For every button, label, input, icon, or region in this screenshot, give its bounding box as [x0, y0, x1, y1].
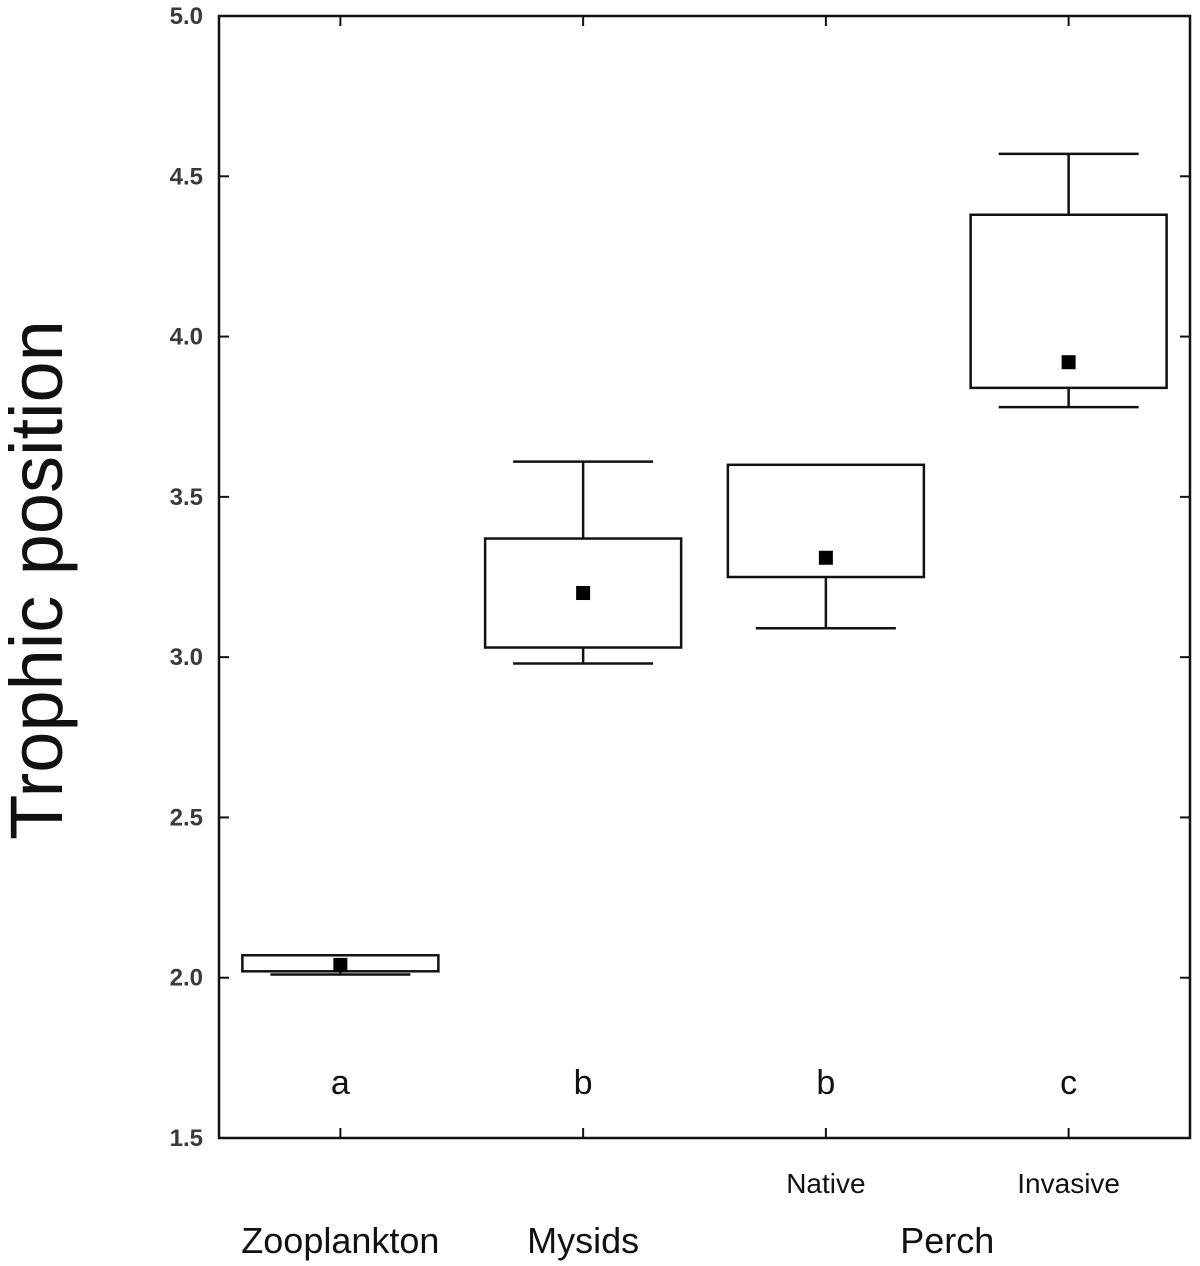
plot-frame — [217, 14, 1192, 1140]
significance-letter: c — [1060, 1064, 1077, 1102]
box-group — [483, 460, 683, 665]
significance-letter: b — [816, 1064, 835, 1102]
box-group — [726, 463, 926, 630]
center-marker — [1061, 355, 1076, 370]
y-tick-label: 3.0 — [170, 644, 203, 671]
y-tick-label: 3.5 — [170, 484, 203, 511]
center-marker — [333, 957, 348, 972]
axes — [217, 14, 1192, 1140]
significance-letter: a — [331, 1064, 350, 1102]
x-group-label: Mysids — [527, 1220, 639, 1261]
labels: 1.5 2.0 2.5 3.0 3.5 4.0 4.5 5.0 a b b c Native Invasi… — [170, 3, 1120, 1261]
box-group — [969, 152, 1168, 409]
boxes — [241, 152, 1168, 976]
y-tick-label: 5.0 — [170, 3, 203, 30]
y-tick-label: 4.5 — [170, 163, 203, 190]
x-group-label: Perch — [900, 1220, 994, 1261]
x-group-label: Zooplankton — [241, 1220, 439, 1261]
y-tick-label: 4.0 — [170, 324, 203, 351]
significance-letter: b — [574, 1064, 593, 1102]
center-marker — [818, 550, 833, 565]
x-sub-label: Invasive — [1017, 1168, 1120, 1199]
y-tick-label: 2.5 — [170, 804, 203, 831]
box-group — [241, 954, 440, 976]
center-marker — [576, 586, 591, 601]
y-tick-label: 1.5 — [170, 1125, 203, 1152]
y-axis-label: Trophic position — [0, 320, 78, 840]
y-tick-label: 2.0 — [170, 965, 203, 992]
x-sub-label: Native — [786, 1168, 865, 1199]
